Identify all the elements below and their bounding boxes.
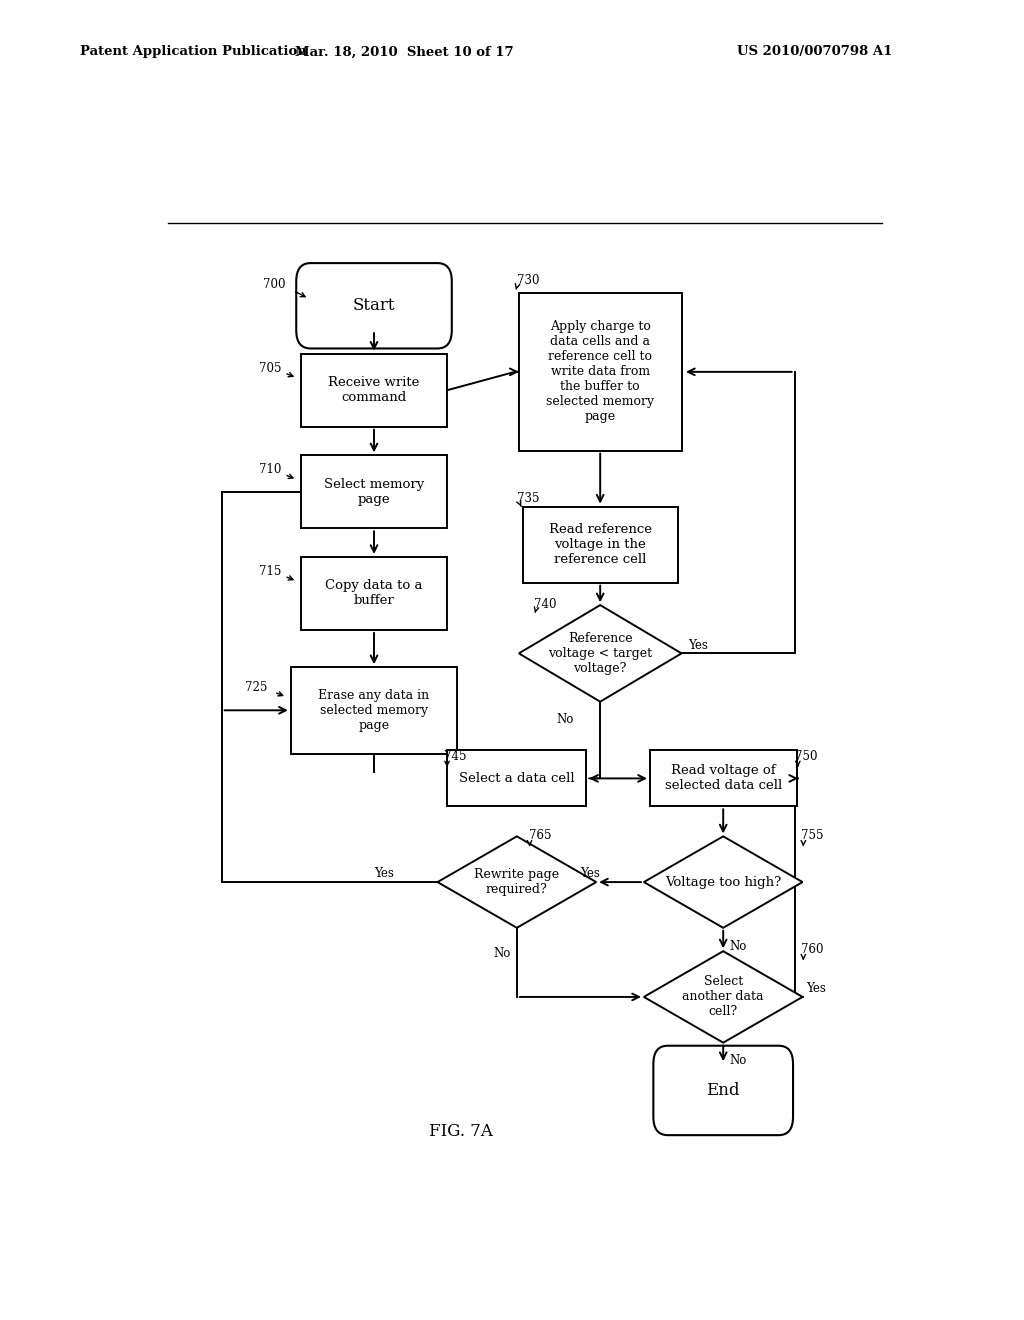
Text: Start: Start	[352, 297, 395, 314]
Text: Read voltage of
selected data cell: Read voltage of selected data cell	[665, 764, 782, 792]
Polygon shape	[644, 837, 803, 928]
Text: US 2010/0070798 A1: US 2010/0070798 A1	[737, 45, 893, 58]
Text: Erase any data in
selected memory
page: Erase any data in selected memory page	[318, 689, 430, 731]
Text: 715: 715	[259, 565, 282, 578]
FancyBboxPatch shape	[653, 1045, 793, 1135]
Text: Yes: Yes	[374, 867, 394, 880]
FancyBboxPatch shape	[301, 455, 447, 528]
Text: Receive write
command: Receive write command	[329, 376, 420, 404]
FancyBboxPatch shape	[301, 557, 447, 630]
Text: 725: 725	[246, 681, 268, 694]
Text: Patent Application Publication: Patent Application Publication	[80, 45, 306, 58]
Text: 735: 735	[517, 492, 540, 506]
Text: Select a data cell: Select a data cell	[459, 772, 574, 785]
FancyBboxPatch shape	[296, 263, 452, 348]
Polygon shape	[437, 837, 596, 928]
Text: 700: 700	[263, 279, 286, 292]
Text: Select
another data
cell?: Select another data cell?	[682, 975, 764, 1019]
FancyBboxPatch shape	[291, 667, 458, 754]
Text: Select memory
page: Select memory page	[324, 478, 424, 506]
FancyBboxPatch shape	[650, 751, 797, 807]
Text: 710: 710	[259, 463, 282, 477]
Text: Voltage too high?: Voltage too high?	[665, 875, 781, 888]
FancyBboxPatch shape	[523, 507, 678, 582]
Text: 755: 755	[801, 829, 823, 842]
Text: No: No	[494, 946, 510, 960]
Text: End: End	[707, 1082, 740, 1100]
FancyBboxPatch shape	[519, 293, 682, 450]
Text: 760: 760	[801, 944, 823, 956]
Polygon shape	[644, 952, 803, 1043]
Text: Yes: Yes	[807, 982, 826, 995]
Text: Reference
voltage < target
voltage?: Reference voltage < target voltage?	[548, 632, 652, 675]
Text: Copy data to a
buffer: Copy data to a buffer	[326, 579, 423, 607]
Text: 745: 745	[443, 750, 466, 763]
Text: 740: 740	[535, 598, 557, 611]
Text: 730: 730	[517, 275, 540, 288]
Text: Yes: Yes	[581, 867, 600, 880]
FancyBboxPatch shape	[447, 751, 587, 807]
Text: Read reference
voltage in the
reference cell: Read reference voltage in the reference …	[549, 523, 651, 566]
Text: No: No	[556, 714, 573, 726]
Text: 750: 750	[795, 750, 817, 763]
Text: Yes: Yes	[688, 639, 708, 652]
Polygon shape	[519, 605, 682, 702]
Text: Mar. 18, 2010  Sheet 10 of 17: Mar. 18, 2010 Sheet 10 of 17	[295, 45, 514, 58]
Text: FIG. 7A: FIG. 7A	[429, 1123, 494, 1140]
FancyBboxPatch shape	[301, 354, 447, 426]
Text: No: No	[729, 940, 746, 953]
Text: Rewrite page
required?: Rewrite page required?	[474, 869, 559, 896]
Text: Apply charge to
data cells and a
reference cell to
write data from
the buffer to: Apply charge to data cells and a referen…	[546, 321, 654, 424]
Text: 705: 705	[259, 362, 282, 375]
Text: No: No	[729, 1055, 746, 1068]
Text: 765: 765	[528, 829, 551, 842]
